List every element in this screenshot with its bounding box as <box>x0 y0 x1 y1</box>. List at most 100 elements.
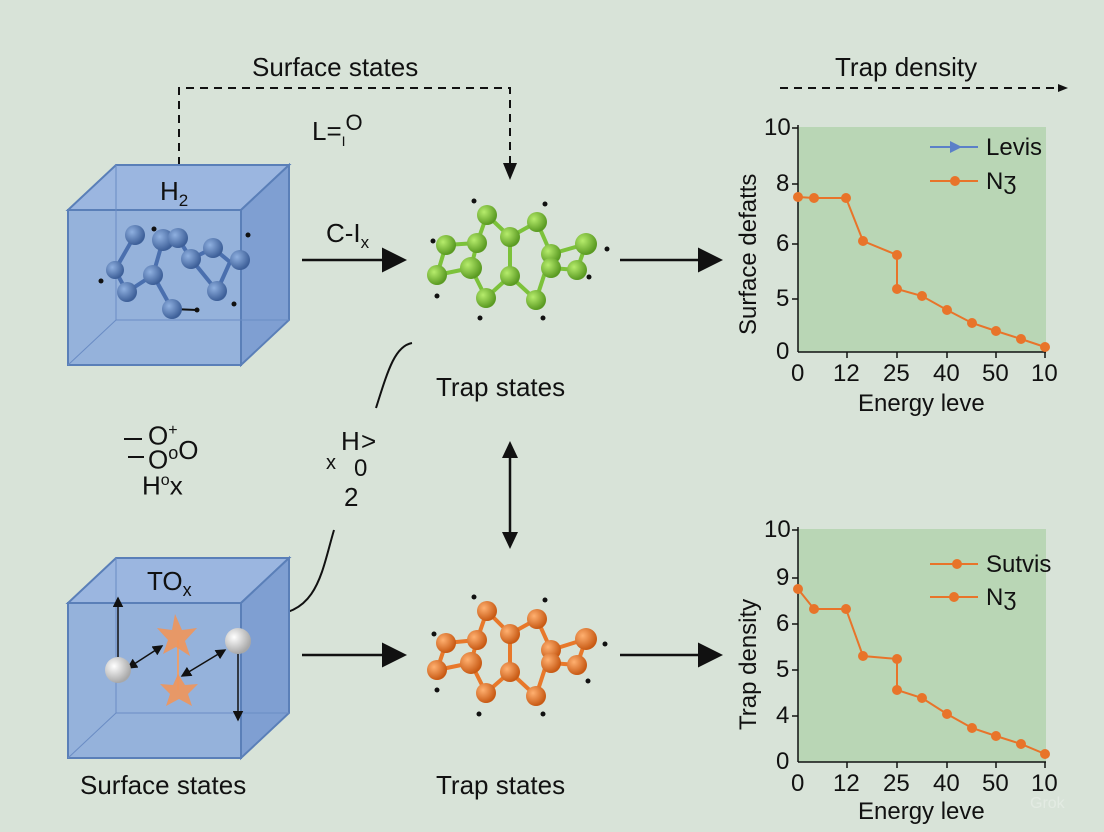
formula-l-eq-sup: O <box>345 110 363 135</box>
x-tick-label: 25 <box>883 770 910 797</box>
y-ticks <box>792 529 798 717</box>
surface-states-bottom-label: Surface states <box>80 770 247 800</box>
data-point <box>1016 334 1026 344</box>
data-point <box>1040 342 1050 352</box>
y-tick-label: 9 <box>776 564 790 591</box>
blue-atoms <box>106 225 250 319</box>
legend-label-levis: Levis <box>986 134 1043 161</box>
formula-o3: O <box>178 434 199 465</box>
legend-label-n3: Nʒ <box>986 168 1017 195</box>
trap-states-label-bottom: Trap states <box>436 770 566 800</box>
legend-label-n3-bottom: Nʒ <box>986 584 1017 611</box>
formula-x-prefix: x <box>326 452 336 474</box>
legend-circle-icon <box>950 176 960 186</box>
formula-x: x <box>169 470 183 501</box>
data-point <box>892 284 902 294</box>
formula-two: 2 <box>344 482 359 512</box>
x-tick-label: 50 <box>982 360 1009 387</box>
h2-label-sub: 2 <box>178 191 189 211</box>
y-tick-label: 5 <box>776 656 790 683</box>
grok-watermark: Grok <box>1030 795 1065 812</box>
chart-surface-defects <box>792 125 1050 358</box>
tox-label: TOx <box>147 566 192 601</box>
series-markers-sutvis <box>793 584 1050 759</box>
formula-l-eq-text: L= <box>312 116 342 146</box>
h2-label-main: H <box>160 176 179 206</box>
bond-dash-1 <box>124 438 142 440</box>
data-point <box>892 654 902 664</box>
legend-triangle-icon <box>950 141 962 153</box>
tox-main: TO <box>147 566 183 596</box>
data-point <box>892 685 902 695</box>
chart-trap-density <box>792 527 1050 768</box>
data-point <box>793 584 803 594</box>
legend-label-sutvis: Sutvis <box>986 551 1052 578</box>
formula-h-sup: o <box>160 472 170 489</box>
data-point <box>841 193 851 203</box>
data-point <box>892 250 902 260</box>
formula-o1-sup: + <box>168 422 178 439</box>
x-tick-label: 40 <box>933 360 960 387</box>
legend-circle-icon <box>952 559 962 569</box>
x-tick-label: 10 <box>1031 770 1058 797</box>
data-point <box>991 326 1001 336</box>
data-point <box>991 731 1001 741</box>
reaction-curve-top <box>375 342 413 409</box>
tox-cube-contents <box>105 596 251 722</box>
plot-area <box>798 529 1046 762</box>
data-point <box>1016 739 1026 749</box>
data-point <box>967 318 977 328</box>
x-tick-label: 0 <box>791 770 805 797</box>
data-point <box>917 291 927 301</box>
h2-label: H2 <box>160 176 188 211</box>
y-tick-label: 6 <box>776 230 790 257</box>
y-tick-label: 0 <box>776 748 790 775</box>
data-point <box>809 604 819 614</box>
formula-zero: 0 <box>354 455 368 482</box>
orange-star-bottom <box>160 674 198 706</box>
surface-states-top-label: Surface states <box>252 52 419 82</box>
data-point <box>809 193 819 203</box>
y-tick-label: 10 <box>764 114 791 141</box>
formula-l-eq-sub: I <box>341 133 346 149</box>
formula-l-eq: L=IO <box>312 110 363 149</box>
x-tick-label: 25 <box>883 360 910 387</box>
data-point <box>917 693 927 703</box>
plot-area <box>798 127 1046 352</box>
x-ticks <box>846 352 1046 358</box>
surface-states-dashed-connector <box>178 87 517 180</box>
formula-h-main: H <box>341 426 360 456</box>
x-ticks <box>846 762 1046 768</box>
data-point <box>793 192 803 202</box>
trap-density-top-label: Trap density <box>835 52 978 82</box>
data-point <box>841 604 851 614</box>
trap-density-dashed-arrow <box>780 84 1068 92</box>
y-tick-label: 6 <box>776 610 790 637</box>
x-tick-label: 12 <box>833 360 860 387</box>
orange-atoms <box>427 601 597 706</box>
ci-x-label: C-Ix <box>326 218 369 253</box>
y-tick-label: 5 <box>776 285 790 312</box>
green-molecule-hydrogens <box>430 198 610 321</box>
data-point <box>942 709 952 719</box>
y-tick-label: 0 <box>776 338 790 365</box>
x-tick-label: 40 <box>933 770 960 797</box>
bottom-chart-y-label: Trap density <box>735 598 762 730</box>
formula-o1: O <box>148 420 169 451</box>
y-tick-label: 10 <box>764 516 791 543</box>
ci-x-main: C-I <box>326 218 361 248</box>
data-point <box>1040 749 1050 759</box>
double-arrow-vertical <box>502 441 518 549</box>
blue-molecule-hydrogens <box>98 226 251 313</box>
orange-molecule <box>435 609 588 698</box>
orange-molecule-hydrogens <box>431 594 608 717</box>
formula-o2-sup: o <box>168 443 179 463</box>
white-atom-right <box>225 628 251 654</box>
y-tick-label: 8 <box>776 170 790 197</box>
data-point <box>858 236 868 246</box>
legend-circle-icon <box>949 592 959 602</box>
top-chart-x-label: Energy leve <box>858 390 985 417</box>
y-tick-label: 4 <box>776 702 790 729</box>
formula-h: H <box>142 470 161 501</box>
